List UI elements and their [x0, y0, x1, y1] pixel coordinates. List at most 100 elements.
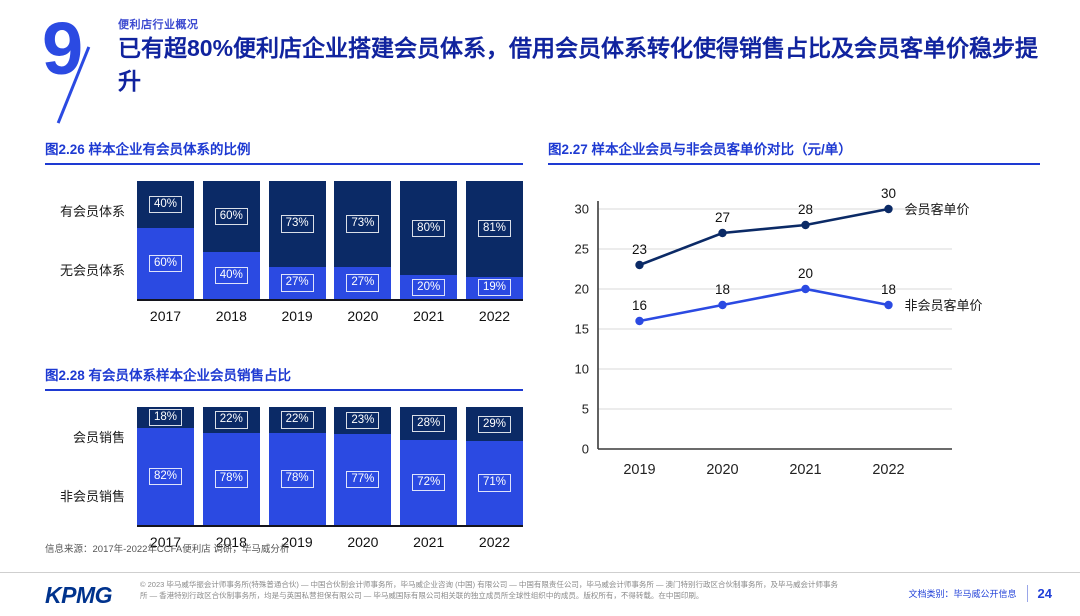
- data-value-label: 18: [881, 282, 896, 297]
- y-tick-label: 30: [575, 202, 589, 217]
- stacked-bar-chart: 会员销售 非会员销售 18% 82% 22% 78% 22% 78% 23% 77% 28% 72%…: [45, 407, 523, 550]
- segment-top: 73%: [334, 181, 392, 268]
- segment-value-label: 82%: [148, 468, 183, 486]
- series-label: 有会员体系: [59, 204, 125, 219]
- segment-top: 22%: [268, 407, 326, 433]
- right-column: 图2.27 样本企业会员与非会员客单价对比（元/单） 0 5 10 15 20 25 30 2…: [548, 138, 1040, 494]
- segment-value-label: 81%: [477, 220, 511, 238]
- source-note: 信息来源：2017年-2022年CCFA便利店 调研，毕马威分析: [45, 544, 290, 555]
- segment-value-label: 22%: [214, 411, 248, 429]
- segment-value-label: 78%: [214, 470, 248, 488]
- stacked-bar: 81% 19%: [465, 181, 523, 299]
- segment-bottom: 78%: [202, 432, 260, 525]
- segment-value-label: 78%: [280, 470, 314, 488]
- legal-text: © 2023 毕马威华振会计师事务所(特殊普通合伙) — 中国合伙制会计师事务所…: [140, 580, 839, 601]
- bars-area: 40% 60% 60% 40% 73% 27% 73% 27% 80% 20% 81% 19% 201…: [137, 181, 523, 324]
- data-point: [801, 284, 810, 294]
- segment-value-label: 73%: [280, 215, 314, 233]
- data-point: [884, 300, 893, 310]
- data-value-label: 23: [632, 242, 647, 257]
- segment-value-label: 80%: [412, 219, 446, 237]
- x-tick-label: 2022: [872, 462, 904, 478]
- bars-row: 40% 60% 60% 40% 73% 27% 73% 27% 80% 20% 81% 19%: [137, 181, 523, 301]
- kpmg-logo: KPMG: [45, 582, 113, 608]
- data-value-label: 28: [798, 202, 813, 217]
- line-chart: 0 5 10 15 20 25 30 2019 2020 2021 2022 23 27 28 30 会员客单…: [548, 181, 1040, 494]
- x-tick-label: 2019: [623, 462, 655, 478]
- stacked-bar: 73% 27%: [334, 181, 392, 299]
- segment-bottom: 19%: [465, 276, 523, 299]
- segment-value-label: 71%: [477, 474, 511, 492]
- series-name-label: 非会员客单价: [905, 298, 983, 313]
- y-tick-label: 20: [575, 282, 589, 297]
- data-point: [801, 220, 810, 230]
- x-tick-label: 2021: [789, 462, 821, 478]
- segment-value-label: 20%: [412, 278, 446, 296]
- data-point: [635, 260, 644, 270]
- stacked-bar: 29% 71%: [465, 407, 523, 525]
- x-axis-labels: 2017 2018 2019 2020 2021 2022: [137, 308, 523, 324]
- segment-top: 73%: [268, 181, 326, 268]
- x-tick-label: 2022: [478, 534, 511, 550]
- page-number: 24: [1037, 586, 1052, 601]
- segment-top: 60%: [202, 181, 260, 252]
- y-tick-label: 10: [575, 362, 589, 377]
- x-tick-label: 2021: [413, 308, 445, 324]
- stacked-bar: 60% 40%: [202, 181, 260, 299]
- segment-bottom: 40%: [202, 251, 260, 299]
- doc-classification: 文档类别：毕马威公开信息: [908, 589, 1017, 599]
- segment-top: 23%: [334, 407, 392, 435]
- data-point: [635, 316, 644, 326]
- segment-bottom: 60%: [137, 228, 194, 299]
- segment-top: 29%: [465, 407, 523, 442]
- segment-value-label: 29%: [477, 415, 511, 433]
- segment-value-label: 23%: [346, 411, 380, 430]
- x-tick-label: 2020: [347, 534, 379, 550]
- data-point: [718, 300, 727, 310]
- stacked-bar: 23% 77%: [334, 407, 392, 525]
- segment-value-label: 72%: [412, 473, 446, 492]
- stacked-bar: 28% 72%: [400, 407, 458, 525]
- left-column: 图2.26 样本企业有会员体系的比例 有会员体系 无会员体系 40% 60% 60% 4…: [45, 138, 523, 550]
- series-label: 非会员销售: [59, 489, 125, 504]
- segment-bottom: 82%: [137, 428, 194, 525]
- segment-top: 81%: [465, 181, 523, 277]
- page-title: 已有超80%便利店企业搭建会员体系，借用会员体系转化使得销售占比及会员客单价稳步…: [118, 35, 1039, 94]
- segment-value-label: 27%: [346, 274, 380, 292]
- line-chart-svg: 0 5 10 15 20 25 30 2019 2020 2021 2022 23 27 28 30 会员客单…: [575, 186, 983, 478]
- slide-number-graphic: 9: [42, 8, 118, 124]
- chart-title: 图2.26 样本企业有会员体系的比例: [45, 138, 523, 165]
- segment-bottom: 71%: [465, 441, 523, 525]
- chart-membership-ratio: 图2.26 样本企业有会员体系的比例 有会员体系 无会员体系 40% 60% 60% 4…: [45, 138, 523, 324]
- chart-title: 图2.27 样本企业会员与非会员客单价对比（元/单）: [548, 138, 1040, 165]
- data-value-label: 20: [798, 266, 813, 281]
- x-tick-label: 2017: [149, 534, 182, 550]
- chart-price-per-order: 图2.27 样本企业会员与非会员客单价对比（元/单） 0 5 10 15 20 25 30 2…: [548, 138, 1040, 494]
- stacked-bar-chart: 有会员体系 无会员体系 40% 60% 60% 40% 73% 27% 73% 27% 80% 20…: [45, 181, 523, 324]
- chart-title: 图2.28 有会员体系样本企业会员销售占比: [45, 364, 523, 391]
- chart-member-sales-share: 图2.28 有会员体系样本企业会员销售占比 会员销售 非会员销售 18% 82% 22…: [45, 364, 523, 550]
- series-labels: 会员销售 非会员销售: [45, 407, 137, 525]
- segment-bottom: 77%: [334, 434, 392, 525]
- bars-area: 18% 82% 22% 78% 22% 78% 23% 77% 28% 72% 29% 71% 201…: [137, 407, 523, 550]
- y-tick-label: 0: [582, 442, 589, 457]
- data-value-label: 27: [715, 210, 730, 225]
- series-name-label: 会员客单价: [905, 202, 970, 217]
- y-tick-label: 5: [582, 402, 589, 417]
- x-axis-labels: 2017 2018 2019 2020 2021 2022: [137, 534, 523, 550]
- segment-value-label: 60%: [214, 207, 248, 225]
- series-line: [639, 207, 889, 267]
- stacked-bar: 40% 60%: [137, 181, 194, 299]
- segment-value-label: 60%: [148, 254, 183, 273]
- segment-bottom: 72%: [400, 440, 458, 525]
- section-eyebrow: 便利店行业概况: [118, 19, 199, 31]
- divider: [1026, 585, 1028, 602]
- segment-value-label: 40%: [214, 266, 248, 284]
- segment-value-label: 28%: [412, 414, 446, 433]
- x-tick-label: 2018: [215, 534, 247, 550]
- series-labels: 有会员体系 无会员体系: [45, 181, 137, 299]
- series-line: [639, 287, 889, 323]
- y-tick-label: 15: [575, 322, 589, 337]
- segment-top: 40%: [137, 181, 194, 229]
- bars-row: 18% 82% 22% 78% 22% 78% 23% 77% 28% 72% 29% 71%: [137, 407, 523, 527]
